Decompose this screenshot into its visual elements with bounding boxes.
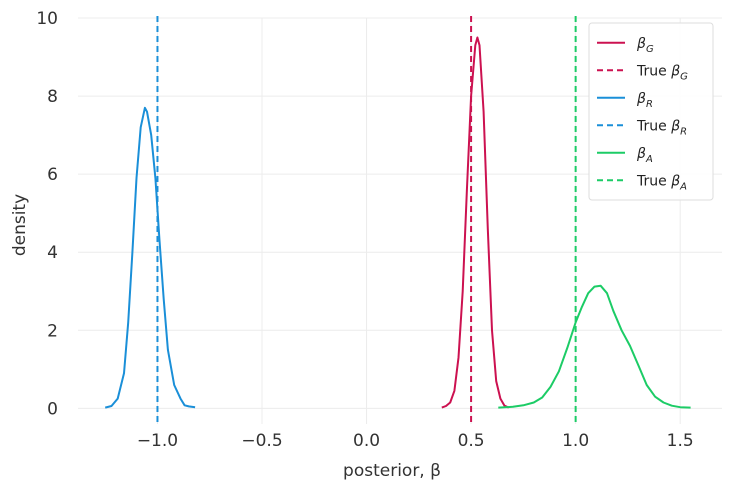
x-tick-labels: −1.0 −0.5 0.0 0.5 1.0 1.5: [137, 431, 694, 451]
x-tick-label: −0.5: [241, 431, 282, 451]
y-tick-label: 10: [36, 9, 58, 29]
y-tick-label: 2: [47, 321, 58, 341]
beta-A-curve: [498, 284, 691, 409]
legend-label-beta-A: βA: [636, 146, 653, 165]
legend-label-true-beta-R: True βR: [636, 118, 687, 137]
x-tick-label: 0.0: [353, 431, 380, 451]
y-tick-label: 8: [47, 87, 58, 107]
legend-label-beta-R: βR: [636, 91, 653, 110]
beta-R-curve: [104, 106, 196, 409]
legend: βG True βG βR True βR βA True βA: [588, 22, 714, 201]
legend-box: [588, 22, 714, 201]
y-axis-label: density: [10, 194, 30, 256]
y-tick-label: 0: [47, 399, 58, 419]
legend-label-beta-G: βG: [636, 36, 654, 55]
y-tick-labels: 0 2 4 6 8 10: [36, 9, 58, 419]
legend-label-true-beta-A: True βA: [636, 173, 687, 192]
x-tick-label: 1.5: [667, 431, 694, 451]
legend-label-true-beta-G: True βG: [636, 63, 688, 82]
series-layer: [104, 16, 691, 424]
beta-G-curve: [441, 36, 510, 409]
y-tick-label: 4: [47, 243, 58, 263]
x-tick-label: 1.0: [562, 431, 589, 451]
x-tick-label: −1.0: [137, 431, 178, 451]
x-tick-label: 0.5: [458, 431, 485, 451]
y-tick-label: 6: [47, 165, 58, 185]
x-axis-label: posterior, β: [343, 461, 441, 481]
